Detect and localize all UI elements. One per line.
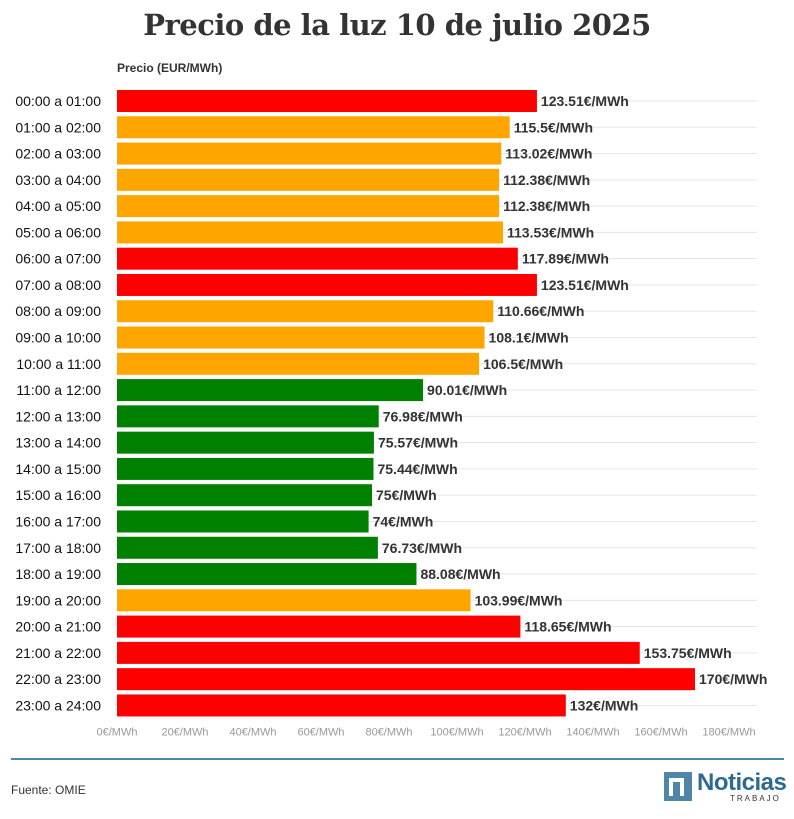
bar [117,536,378,559]
category-label: 15:00 a 16:00 [15,487,101,503]
category-label: 13:00 a 14:00 [15,435,101,451]
bar [117,221,504,244]
data-label: 103.99€/MWh [475,592,563,608]
bar [117,195,500,218]
category-label: 18:00 a 19:00 [15,566,101,582]
bar [117,405,379,428]
bar [117,90,537,112]
bar [117,273,537,296]
category-label: 16:00 a 17:00 [15,513,101,529]
category-label: 05:00 a 06:00 [15,224,101,240]
bar [117,116,510,139]
category-label: 19:00 a 20:00 [15,592,101,608]
category-label: 01:00 a 02:00 [15,119,101,135]
data-label: 108.1€/MWh [489,330,569,346]
logo-mark-icon [664,772,692,801]
bar [117,168,500,191]
bar [117,431,374,454]
bar [117,247,518,270]
data-label: 123.51€/MWh [541,93,629,109]
data-label: 106.5€/MWh [483,356,563,372]
category-label: 23:00 a 24:00 [15,697,101,713]
chart-title: Precio de la luz 10 de julio 2025 [143,8,651,42]
x-tick-label: 160€/MWh [634,726,687,738]
data-label: 76.98€/MWh [383,408,463,424]
category-label: 21:00 a 22:00 [15,645,101,661]
bar [117,641,640,664]
x-tick-label: 40€/MWh [229,726,276,738]
category-label: 22:00 a 23:00 [15,671,101,687]
data-label: 76.73€/MWh [382,540,462,556]
x-tick-label: 140€/MWh [566,726,619,738]
bar [117,457,374,480]
category-label: 04:00 a 05:00 [15,198,101,214]
data-label: 132€/MWh [570,697,638,713]
category-label: 00:00 a 01:00 [15,93,101,109]
category-label: 17:00 a 18:00 [15,540,101,556]
data-label: 118.65€/MWh [524,619,611,635]
category-label: 20:00 a 21:00 [15,619,101,635]
logo-wordmark: Noticias [697,769,787,796]
data-label: 153.75€/MWh [644,645,732,661]
category-label: 02:00 a 03:00 [15,146,101,162]
noticias-trabajo-logo: Noticias TRABAJO [664,769,787,803]
category-label: 06:00 a 07:00 [15,251,101,267]
x-tick-label: 80€/MWh [365,726,412,738]
category-label: 09:00 a 10:00 [15,330,101,346]
bar [117,694,566,717]
bar [117,563,417,586]
bar [117,326,485,349]
bar [117,510,369,533]
category-label: 11:00 a 12:00 [16,382,101,398]
data-label: 88.08€/MWh [420,566,500,582]
source-note: Fuente: OMIE [11,783,86,797]
x-tick-label: 180€/MWh [702,726,755,738]
x-tick-label: 20€/MWh [161,726,208,738]
category-label: 14:00 a 15:00 [15,461,101,477]
data-label: 112.38€/MWh [503,172,590,188]
bar [117,589,471,612]
x-tick-label: 100€/MWh [430,726,483,738]
data-label: 75€/MWh [376,487,437,503]
logo-subtitle: TRABAJO [730,794,781,803]
footer-divider [11,758,784,760]
data-label: 117.89€/MWh [522,251,609,267]
x-axis-title: Precio (EUR/MWh) [117,61,223,75]
data-label: 113.53€/MWh [507,224,594,240]
x-tick-label: 120€/MWh [498,726,551,738]
bar [117,300,494,323]
bar [117,352,480,375]
bar [117,484,372,507]
data-label: 115.5€/MWh [514,119,593,135]
bar [117,142,502,165]
category-label: 10:00 a 11:00 [16,356,101,372]
x-tick-label: 0€/MWh [97,726,138,738]
data-label: 113.02€/MWh [505,146,592,162]
x-tick-label: 60€/MWh [297,726,344,738]
category-label: 07:00 a 08:00 [15,277,101,293]
data-label: 74€/MWh [373,513,434,529]
data-label: 75.57€/MWh [378,435,458,451]
bar-chart: 00:00 a 01:00 123.51€/MWh 01:00 a 02:00 115… [0,80,794,750]
bar [117,379,424,402]
category-label: 08:00 a 09:00 [15,303,101,319]
data-label: 170€/MWh [699,671,767,687]
category-label: 12:00 a 13:00 [15,408,101,424]
data-label: 90.01€/MWh [427,382,507,398]
data-label: 112.38€/MWh [503,198,590,214]
category-label: 03:00 a 04:00 [15,172,101,188]
data-label: 110.66€/MWh [497,303,584,319]
bar [117,668,695,691]
data-label: 75.44€/MWh [377,461,457,477]
data-label: 123.51€/MWh [541,277,629,293]
bar [117,615,521,638]
